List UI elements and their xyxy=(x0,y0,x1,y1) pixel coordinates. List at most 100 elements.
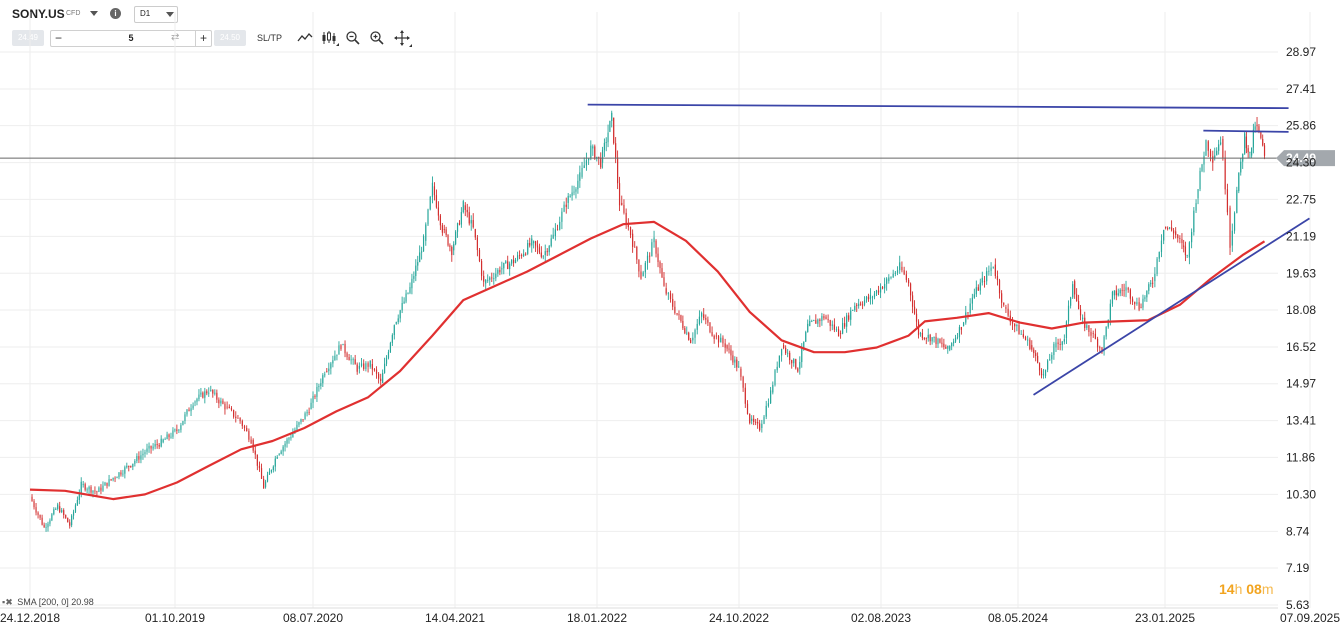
candle-body xyxy=(877,290,880,293)
candle-body xyxy=(1218,144,1220,151)
price-tick-label: 16.52 xyxy=(1286,340,1316,354)
candle-body xyxy=(1169,227,1171,229)
candle-body xyxy=(514,259,517,263)
price-axis[interactable]: 5.63 7.19 8.74 10.30 11.86 13.41 14.97 16.52 18.… xyxy=(1286,45,1316,612)
decrease-quantity-button[interactable]: − xyxy=(54,31,62,45)
candle-body xyxy=(194,401,196,403)
indicator-settings-icon[interactable]: ▪✖ xyxy=(2,597,13,607)
candle-body xyxy=(789,352,791,361)
trendlines[interactable] xyxy=(587,103,1310,396)
candle-body xyxy=(445,229,447,235)
candle-body xyxy=(403,301,405,304)
candle-body xyxy=(1033,349,1035,354)
candle-body xyxy=(669,293,672,299)
candle-body xyxy=(1199,170,1201,190)
candle-body xyxy=(278,453,280,455)
candle-body xyxy=(763,416,765,424)
candle-body xyxy=(1191,232,1193,243)
candle-body xyxy=(43,524,45,528)
line-chart-icon[interactable] xyxy=(297,30,313,46)
candle-body xyxy=(491,277,493,279)
candle-body xyxy=(324,374,326,376)
candlestick-icon[interactable] xyxy=(321,30,339,48)
candle-body xyxy=(765,405,767,417)
candle-body xyxy=(1203,155,1205,165)
candle-body xyxy=(387,352,390,358)
candle-body xyxy=(1027,339,1029,341)
candle-body xyxy=(1138,302,1140,310)
symbol-name[interactable]: SONY.US xyxy=(12,7,65,21)
candle-body xyxy=(316,386,318,397)
candle-body xyxy=(569,195,571,197)
candle-body xyxy=(590,145,592,159)
time-axis[interactable]: 24.12.2018 01.10.2019 08.07.2020 14.04.2021… xyxy=(0,611,1340,625)
candle-body xyxy=(929,334,931,342)
candle-body xyxy=(657,253,659,262)
candle-body xyxy=(722,337,724,344)
candle-body xyxy=(949,346,951,350)
candle-body xyxy=(235,416,237,418)
candle-body xyxy=(282,446,284,452)
candle-body xyxy=(919,333,922,334)
candle-body xyxy=(803,341,805,348)
candle-body xyxy=(1127,288,1129,290)
symbol-dropdown-icon[interactable] xyxy=(90,11,98,16)
candle-body xyxy=(738,366,740,368)
timeframe-value: D1 xyxy=(140,9,151,18)
crosshair-icon[interactable] xyxy=(394,30,412,48)
candle-body xyxy=(425,224,427,241)
candle-body xyxy=(116,477,118,479)
candle-body xyxy=(263,478,265,489)
sell-price-box[interactable]: 24.49 xyxy=(12,30,44,46)
sma-line xyxy=(29,220,1266,501)
buy-price-box[interactable]: 24.50 xyxy=(214,30,246,46)
candle-body xyxy=(409,286,411,293)
candle-body xyxy=(126,465,128,468)
candle-body xyxy=(86,489,88,491)
price-tick-label: 28.97 xyxy=(1286,45,1316,59)
candle-body xyxy=(413,276,415,279)
quantity-input[interactable]: 5 xyxy=(128,33,134,43)
candlestick-series xyxy=(31,110,1266,532)
candle-body xyxy=(1183,245,1185,247)
candle-body xyxy=(35,507,37,513)
candle-body xyxy=(298,422,300,425)
candle-body xyxy=(243,426,246,428)
indicator-legend[interactable]: ▪✖ SMA [200, 0] 20.98 xyxy=(2,597,94,608)
candle-body xyxy=(1018,325,1020,335)
candle-body xyxy=(1201,164,1203,171)
current-price-label: 24.49 xyxy=(1286,151,1316,165)
info-icon[interactable]: i xyxy=(110,8,121,19)
candle-body xyxy=(284,443,286,447)
candle-body xyxy=(577,180,579,190)
candle-body xyxy=(659,261,661,269)
candle-body xyxy=(63,510,65,516)
candle-body xyxy=(1224,157,1226,190)
candle-body xyxy=(951,343,953,347)
sltp-button[interactable]: SL/TP xyxy=(257,33,283,43)
candle-body xyxy=(736,359,738,368)
date-tick-label: 01.10.2019 xyxy=(145,611,205,625)
candle-body xyxy=(308,412,310,413)
timeframe-select[interactable]: D1 xyxy=(134,6,178,23)
candle-body xyxy=(981,277,983,283)
candle-body xyxy=(815,320,817,324)
candle-body xyxy=(346,353,348,358)
candle-body xyxy=(975,287,977,295)
candle-body xyxy=(1107,319,1109,327)
candle-body xyxy=(534,241,537,246)
zoom-in-icon[interactable] xyxy=(369,30,385,46)
increase-quantity-button[interactable]: + xyxy=(195,31,211,46)
candle-body xyxy=(542,256,544,258)
zoom-out-icon[interactable] xyxy=(345,30,361,46)
candle-body xyxy=(1152,282,1154,284)
candle-body xyxy=(78,493,80,500)
candle-body xyxy=(501,268,503,270)
candle-body xyxy=(774,370,776,385)
candle-body xyxy=(431,182,434,197)
candle-body xyxy=(310,402,312,410)
candle-body xyxy=(160,438,162,447)
candle-body xyxy=(1140,307,1142,308)
candle-body xyxy=(888,277,890,282)
